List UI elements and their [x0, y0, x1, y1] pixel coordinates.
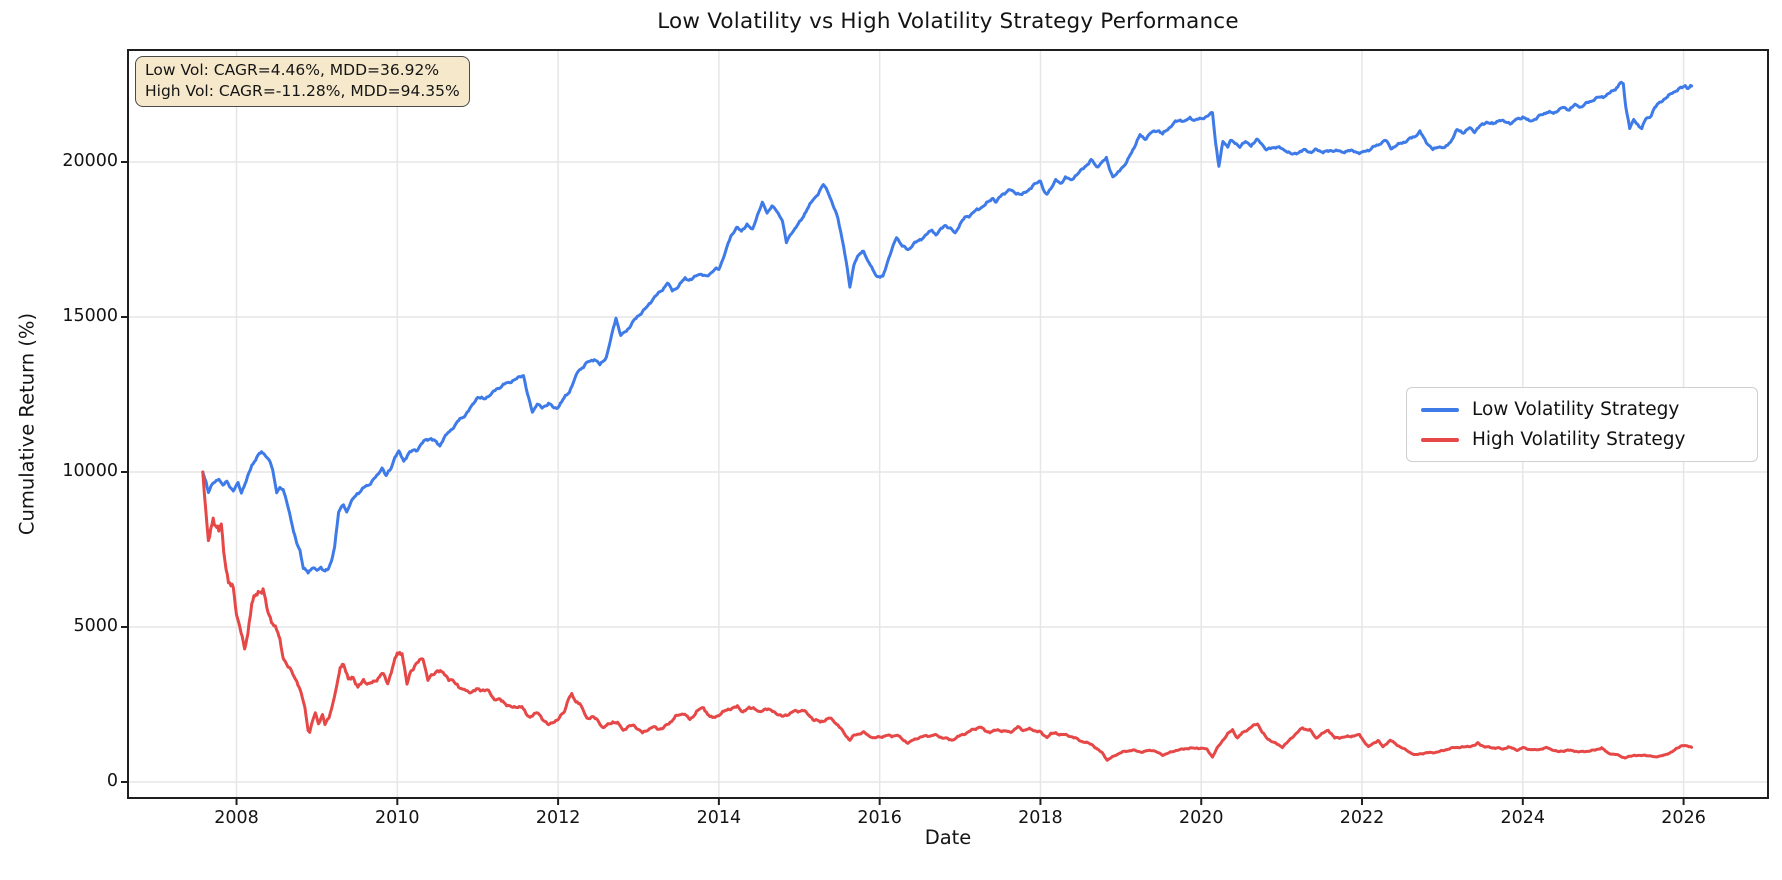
x-tick-label: 2014 — [696, 808, 742, 828]
x-axis-label: Date — [924, 826, 972, 849]
x-tick-label: 2010 — [375, 808, 420, 828]
stats-annotation-line2: High Vol: CAGR=-11.28%, MDD=94.35% — [145, 82, 460, 100]
high-volatility-line — [201, 470, 1694, 762]
legend: Low Volatility Strategy High Volatility … — [1406, 387, 1758, 462]
y-tick-label: 0 — [106, 771, 118, 791]
low-volatility-line-swatch — [1421, 407, 1459, 412]
low-volatility-line — [201, 80, 1694, 575]
legend-label-high-volatility: High Volatility Strategy — [1472, 429, 1686, 450]
legend-item-high-volatility: High Volatility Strategy — [1421, 429, 1743, 450]
x-tick-label: 2008 — [214, 808, 259, 828]
x-tick-label: 2024 — [1500, 808, 1546, 828]
x-tick-label: 2016 — [857, 808, 902, 828]
y-tick-label: 20000 — [62, 151, 118, 171]
legend-label-low-volatility: Low Volatility Strategy — [1472, 399, 1680, 420]
stats-annotation-line1: Low Vol: CAGR=4.46%, MDD=36.92% — [145, 61, 440, 79]
y-tick-label: 15000 — [62, 306, 118, 326]
x-tick-label: 2018 — [1018, 808, 1063, 828]
stats-annotation-box: Low Vol: CAGR=4.46%, MDD=36.92% High Vol… — [135, 56, 470, 107]
high-volatility-line-swatch — [1421, 437, 1459, 442]
y-tick-label: 5000 — [73, 616, 118, 636]
y-axis-label: Cumulative Return (%) — [15, 312, 39, 536]
legend-item-low-volatility: Low Volatility Strategy — [1421, 399, 1743, 420]
x-tick-label: 2012 — [535, 808, 581, 828]
x-tick-label: 2022 — [1339, 808, 1385, 828]
x-tick-label: 2020 — [1178, 808, 1224, 828]
x-tick-label: 2026 — [1661, 808, 1706, 828]
chart-title: Low Volatility vs High Volatility Strate… — [657, 9, 1239, 34]
plot-border — [127, 49, 1769, 799]
y-tick-label: 10000 — [62, 461, 118, 481]
